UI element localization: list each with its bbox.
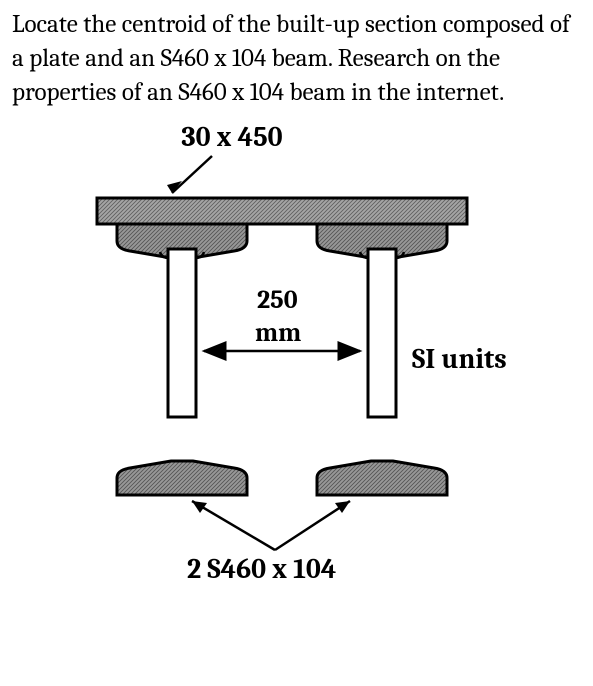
spacing-unit: mm: [255, 318, 301, 348]
top-plate: [97, 198, 467, 224]
problem-statement: Locate the centroid of the built-up sect…: [12, 8, 581, 109]
top-plate-dimension: 30 x 450: [132, 121, 332, 153]
bottom-leaders: [192, 501, 350, 550]
si-units-label: SI units: [412, 343, 507, 375]
spacing-value: 250: [257, 285, 298, 315]
left-i-beam: [117, 224, 247, 495]
diagram-container: 250 mm SI units 2 S460 x 104: [12, 153, 581, 583]
beam-diagram: 250 mm SI units 2 S460 x 104: [12, 153, 593, 583]
beam-designation: 2 S460 x 104: [187, 553, 336, 583]
top-leader-line: [167, 156, 212, 193]
